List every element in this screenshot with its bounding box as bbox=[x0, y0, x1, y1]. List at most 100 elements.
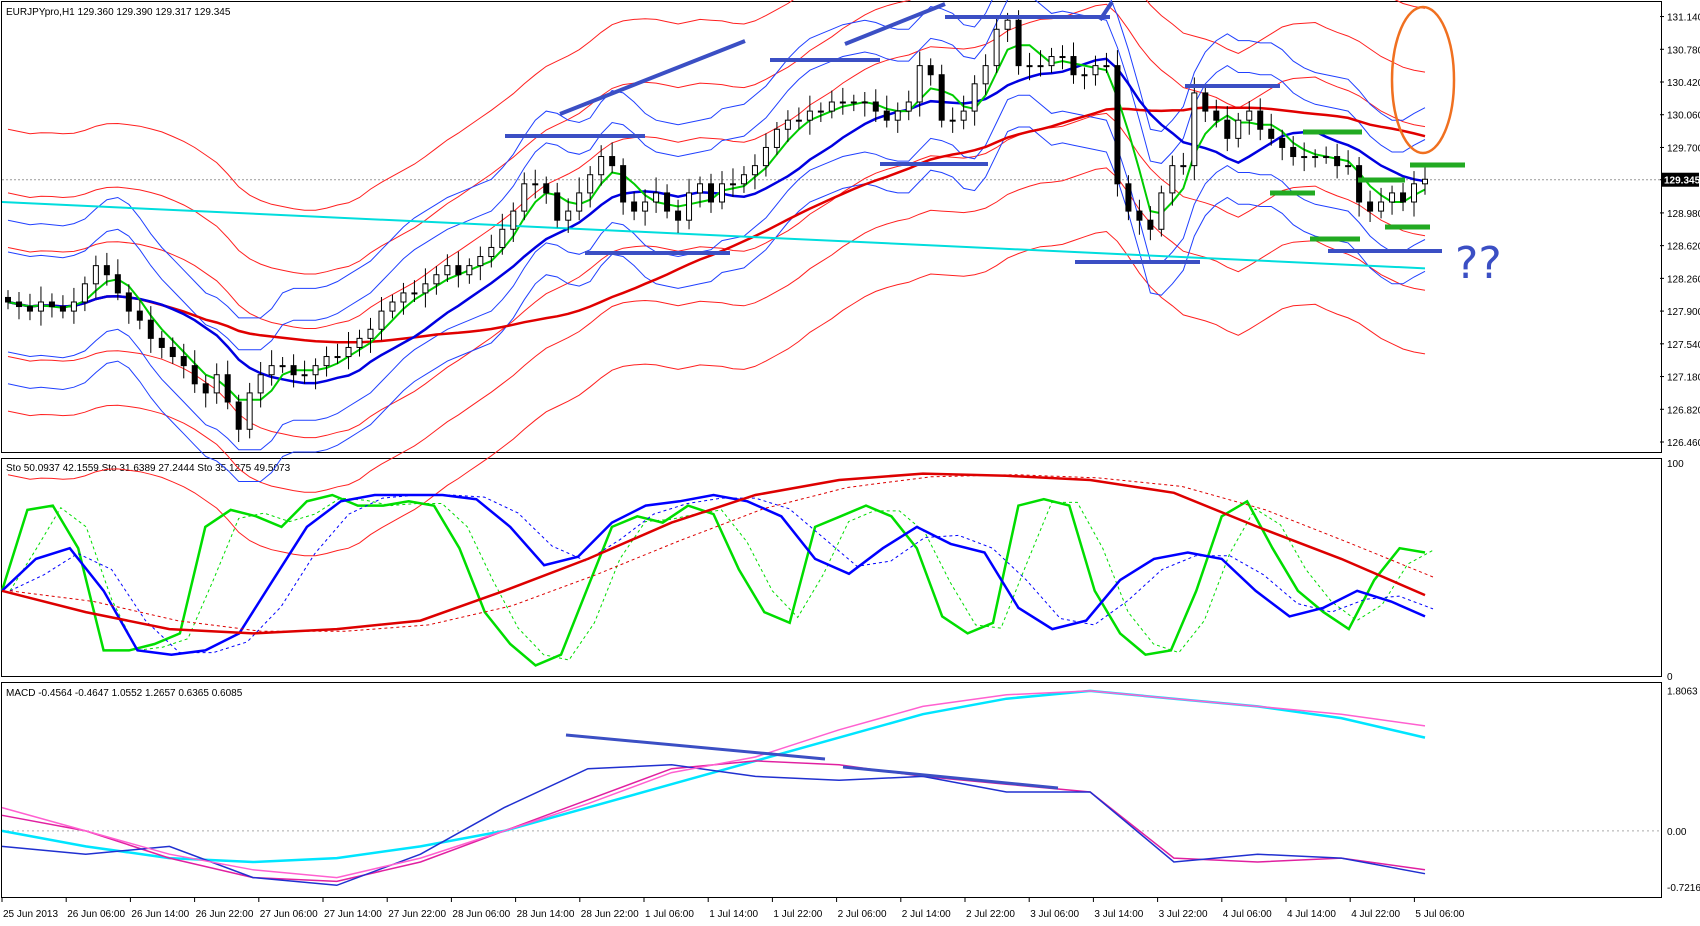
candle-body bbox=[499, 228, 506, 248]
candle-body bbox=[279, 365, 286, 368]
candle-body bbox=[773, 128, 780, 148]
candle-body bbox=[48, 301, 55, 308]
candle-body bbox=[1301, 156, 1308, 159]
candle-body bbox=[817, 110, 824, 113]
time-tick-label: 2 Jul 06:00 bbox=[838, 909, 887, 920]
price-tick-label: 128.980 bbox=[1667, 209, 1700, 220]
time-tick-label: 1 Jul 22:00 bbox=[773, 909, 822, 920]
macd-divergence-mark bbox=[842, 765, 1059, 790]
candle-body bbox=[861, 101, 868, 104]
candle-body bbox=[5, 296, 11, 303]
candle-body bbox=[806, 110, 813, 121]
candle-body bbox=[1026, 65, 1033, 68]
price-tick-label: 131.140 bbox=[1667, 13, 1700, 24]
price-tick-label: 130.780 bbox=[1667, 45, 1700, 56]
candle-body bbox=[1378, 201, 1385, 212]
candle-body bbox=[1015, 19, 1022, 67]
candle-body bbox=[1136, 210, 1143, 221]
candle-body bbox=[1114, 65, 1121, 185]
candle-body bbox=[345, 346, 352, 358]
time-tick-label: 2 Jul 22:00 bbox=[966, 909, 1015, 920]
candle-body bbox=[224, 374, 231, 403]
time-tick-label: 3 Jul 06:00 bbox=[1030, 909, 1079, 920]
candle-body bbox=[872, 101, 879, 112]
blue-trend-mark bbox=[844, 2, 946, 46]
candle-body bbox=[312, 365, 319, 376]
price-tick-label: 127.900 bbox=[1667, 307, 1700, 318]
candle-body bbox=[521, 183, 528, 212]
blue-trend-mark bbox=[1098, 0, 1114, 22]
candle-body bbox=[290, 365, 297, 376]
candle-body bbox=[455, 265, 462, 276]
candle-body bbox=[1279, 137, 1286, 148]
blue-moving-average bbox=[7, 57, 1426, 385]
candle-body bbox=[213, 374, 220, 394]
green-moving-average bbox=[7, 44, 1426, 401]
macd-series bbox=[1, 689, 1426, 887]
stochastic-signal-line bbox=[9, 494, 1434, 654]
price-tick-label: 128.260 bbox=[1667, 274, 1700, 285]
macd-panel[interactable] bbox=[1, 682, 1662, 898]
price-panel-title: EURJPYpro,H1 129.360 129.390 129.317 129… bbox=[6, 7, 231, 18]
candle-body bbox=[982, 65, 989, 85]
stochastic-line bbox=[0, 493, 1426, 667]
time-tick-label: 2 Jul 14:00 bbox=[902, 909, 951, 920]
candle-body bbox=[191, 365, 198, 385]
candlestick-series bbox=[5, 10, 1428, 442]
candle-body bbox=[949, 119, 956, 122]
candle-body bbox=[125, 292, 132, 312]
candle-body bbox=[565, 210, 572, 221]
candle-body bbox=[444, 265, 451, 276]
candle-body bbox=[751, 165, 758, 176]
candle-body bbox=[147, 319, 154, 339]
candle-body bbox=[180, 356, 187, 367]
time-tick-label: 27 Jun 06:00 bbox=[260, 909, 318, 920]
candle-body bbox=[554, 192, 561, 221]
candle-body bbox=[1004, 19, 1011, 30]
candle-body bbox=[1180, 165, 1187, 168]
candle-body bbox=[323, 356, 330, 367]
candle-body bbox=[1422, 178, 1428, 185]
macd-tick-label: -0.7216 bbox=[1667, 883, 1700, 894]
stochastic-signal-line bbox=[9, 474, 1434, 632]
candle-body bbox=[246, 392, 253, 430]
price-tick-label: 130.060 bbox=[1667, 111, 1700, 122]
stochastic-line bbox=[1, 472, 1426, 635]
candle-body bbox=[1224, 119, 1231, 139]
candle-body bbox=[598, 156, 605, 176]
time-tick-label: 1 Jul 06:00 bbox=[645, 909, 694, 920]
candle-body bbox=[268, 365, 275, 376]
candle-body bbox=[675, 210, 682, 221]
candle-body bbox=[740, 174, 747, 185]
candle-body bbox=[1158, 192, 1165, 230]
candle-body bbox=[850, 101, 857, 104]
current-price-box bbox=[1661, 172, 1699, 187]
time-tick-label: 27 Jun 14:00 bbox=[324, 909, 382, 920]
red-band-upper bbox=[7, 0, 1426, 275]
candle-body bbox=[411, 292, 418, 295]
candle-body bbox=[1147, 219, 1154, 230]
time-tick-label: 3 Jul 22:00 bbox=[1159, 909, 1208, 920]
candle-body bbox=[70, 301, 77, 312]
candle-body bbox=[971, 83, 978, 112]
candle-body bbox=[59, 306, 66, 312]
time-tick-label: 4 Jul 14:00 bbox=[1287, 909, 1336, 920]
price-tick-label: 130.420 bbox=[1667, 78, 1700, 89]
candle-body bbox=[389, 301, 396, 312]
price-tick-label: 126.820 bbox=[1667, 405, 1700, 416]
macd-line bbox=[1, 690, 1426, 879]
time-tick-label: 25 Jun 2013 bbox=[3, 909, 58, 920]
stochastic-signal-line bbox=[9, 497, 1434, 661]
candle-body bbox=[466, 265, 473, 276]
candle-body bbox=[938, 74, 945, 121]
candle-body bbox=[1125, 183, 1132, 212]
question-annotation: ?? bbox=[1455, 238, 1502, 289]
candle-body bbox=[367, 328, 374, 339]
trend-annotations bbox=[505, 0, 1465, 264]
time-tick-label: 4 Jul 06:00 bbox=[1223, 909, 1272, 920]
macd-tick-label: 0.00 bbox=[1667, 827, 1687, 838]
candle-body bbox=[1323, 156, 1330, 159]
candle-body bbox=[718, 183, 725, 203]
candle-body bbox=[1169, 165, 1176, 194]
